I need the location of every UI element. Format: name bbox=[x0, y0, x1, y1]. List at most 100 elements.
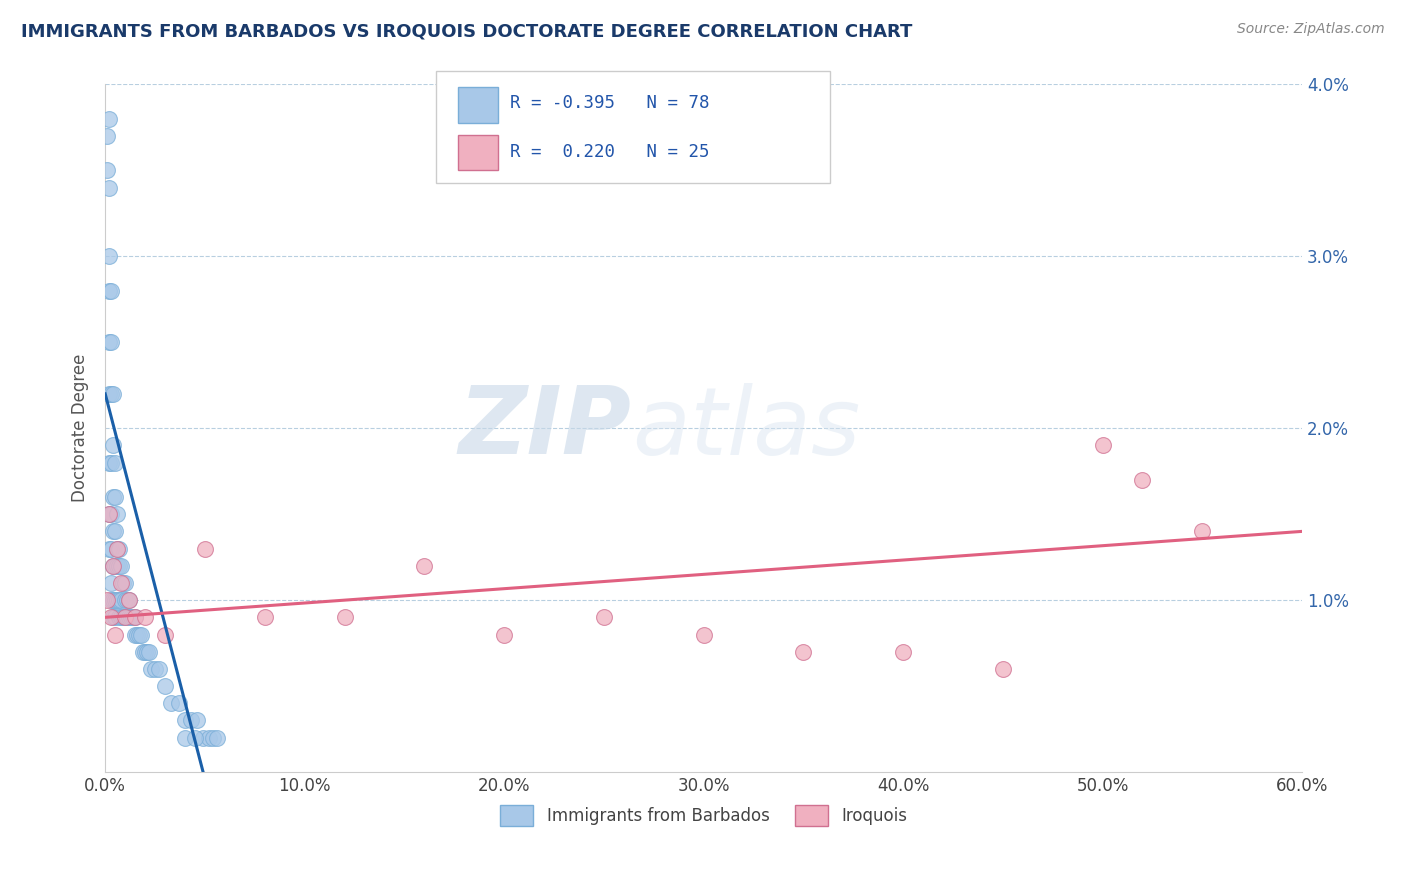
Point bbox=[167, 696, 190, 710]
Point bbox=[114, 610, 136, 624]
Point bbox=[198, 731, 221, 745]
Point bbox=[100, 541, 122, 556]
Point bbox=[891, 645, 914, 659]
Point bbox=[692, 627, 714, 641]
Point bbox=[98, 507, 121, 521]
Point bbox=[138, 645, 160, 659]
Text: R =  0.220   N = 25: R = 0.220 N = 25 bbox=[510, 143, 710, 161]
Point bbox=[103, 593, 125, 607]
Point bbox=[205, 731, 228, 745]
Point bbox=[134, 610, 156, 624]
Point bbox=[115, 610, 138, 624]
Point bbox=[104, 456, 127, 470]
Point bbox=[174, 731, 197, 745]
Point bbox=[153, 679, 176, 693]
Point bbox=[127, 627, 149, 641]
Point bbox=[110, 576, 132, 591]
Point bbox=[98, 387, 121, 401]
Text: IMMIGRANTS FROM BARBADOS VS IROQUOIS DOCTORATE DEGREE CORRELATION CHART: IMMIGRANTS FROM BARBADOS VS IROQUOIS DOC… bbox=[21, 22, 912, 40]
Point bbox=[494, 627, 516, 641]
Point bbox=[186, 714, 208, 728]
Point bbox=[201, 731, 224, 745]
Point bbox=[143, 662, 166, 676]
Point bbox=[792, 645, 814, 659]
Point bbox=[96, 593, 118, 607]
Point bbox=[413, 558, 436, 573]
Point bbox=[108, 610, 131, 624]
Point bbox=[148, 662, 170, 676]
Point bbox=[105, 541, 128, 556]
Point bbox=[104, 627, 127, 641]
Point bbox=[104, 558, 127, 573]
Point bbox=[129, 627, 152, 641]
Point bbox=[104, 610, 127, 624]
Point bbox=[1191, 524, 1213, 539]
Point bbox=[98, 541, 121, 556]
Point bbox=[1132, 473, 1154, 487]
Y-axis label: Doctorate Degree: Doctorate Degree bbox=[72, 354, 89, 502]
Point bbox=[100, 335, 122, 350]
Point bbox=[103, 524, 125, 539]
Point bbox=[103, 558, 125, 573]
Point bbox=[112, 576, 135, 591]
Point bbox=[96, 163, 118, 178]
Point bbox=[118, 610, 141, 624]
Point bbox=[105, 507, 128, 521]
Point bbox=[139, 662, 162, 676]
Point bbox=[105, 558, 128, 573]
Point bbox=[103, 558, 125, 573]
Point bbox=[108, 593, 131, 607]
Point bbox=[100, 507, 122, 521]
Point bbox=[124, 610, 146, 624]
Point bbox=[160, 696, 183, 710]
Point bbox=[103, 490, 125, 504]
Point bbox=[98, 284, 121, 298]
Point bbox=[100, 456, 122, 470]
Point bbox=[105, 541, 128, 556]
Point bbox=[136, 645, 159, 659]
Point bbox=[98, 180, 121, 194]
Point bbox=[128, 627, 150, 641]
Point bbox=[134, 645, 156, 659]
Point bbox=[174, 714, 197, 728]
Point bbox=[104, 490, 127, 504]
Point bbox=[98, 456, 121, 470]
Point bbox=[104, 593, 127, 607]
Point bbox=[100, 284, 122, 298]
Point bbox=[96, 128, 118, 143]
Point bbox=[100, 576, 122, 591]
Point bbox=[98, 507, 121, 521]
Text: ZIP: ZIP bbox=[458, 383, 631, 475]
Point bbox=[110, 593, 132, 607]
Point bbox=[122, 610, 145, 624]
Point bbox=[114, 593, 136, 607]
Point bbox=[194, 541, 217, 556]
Point bbox=[191, 731, 214, 745]
Legend: Immigrants from Barbados, Iroquois: Immigrants from Barbados, Iroquois bbox=[494, 799, 914, 832]
Point bbox=[98, 112, 121, 126]
Point bbox=[991, 662, 1014, 676]
Point bbox=[153, 627, 176, 641]
Point bbox=[120, 610, 142, 624]
Point bbox=[184, 731, 207, 745]
Text: atlas: atlas bbox=[631, 383, 860, 474]
Point bbox=[115, 593, 138, 607]
Point bbox=[100, 593, 122, 607]
Point bbox=[253, 610, 276, 624]
Point bbox=[592, 610, 614, 624]
Point bbox=[98, 249, 121, 263]
Point bbox=[118, 593, 141, 607]
Point bbox=[110, 558, 132, 573]
Text: Source: ZipAtlas.com: Source: ZipAtlas.com bbox=[1237, 22, 1385, 37]
Point bbox=[132, 645, 155, 659]
Point bbox=[103, 387, 125, 401]
Point bbox=[124, 627, 146, 641]
Point bbox=[100, 610, 122, 624]
Point bbox=[98, 335, 121, 350]
Point bbox=[1091, 438, 1114, 452]
Point bbox=[110, 610, 132, 624]
Point bbox=[118, 593, 141, 607]
Point bbox=[114, 610, 136, 624]
Point bbox=[103, 438, 125, 452]
Point bbox=[333, 610, 356, 624]
